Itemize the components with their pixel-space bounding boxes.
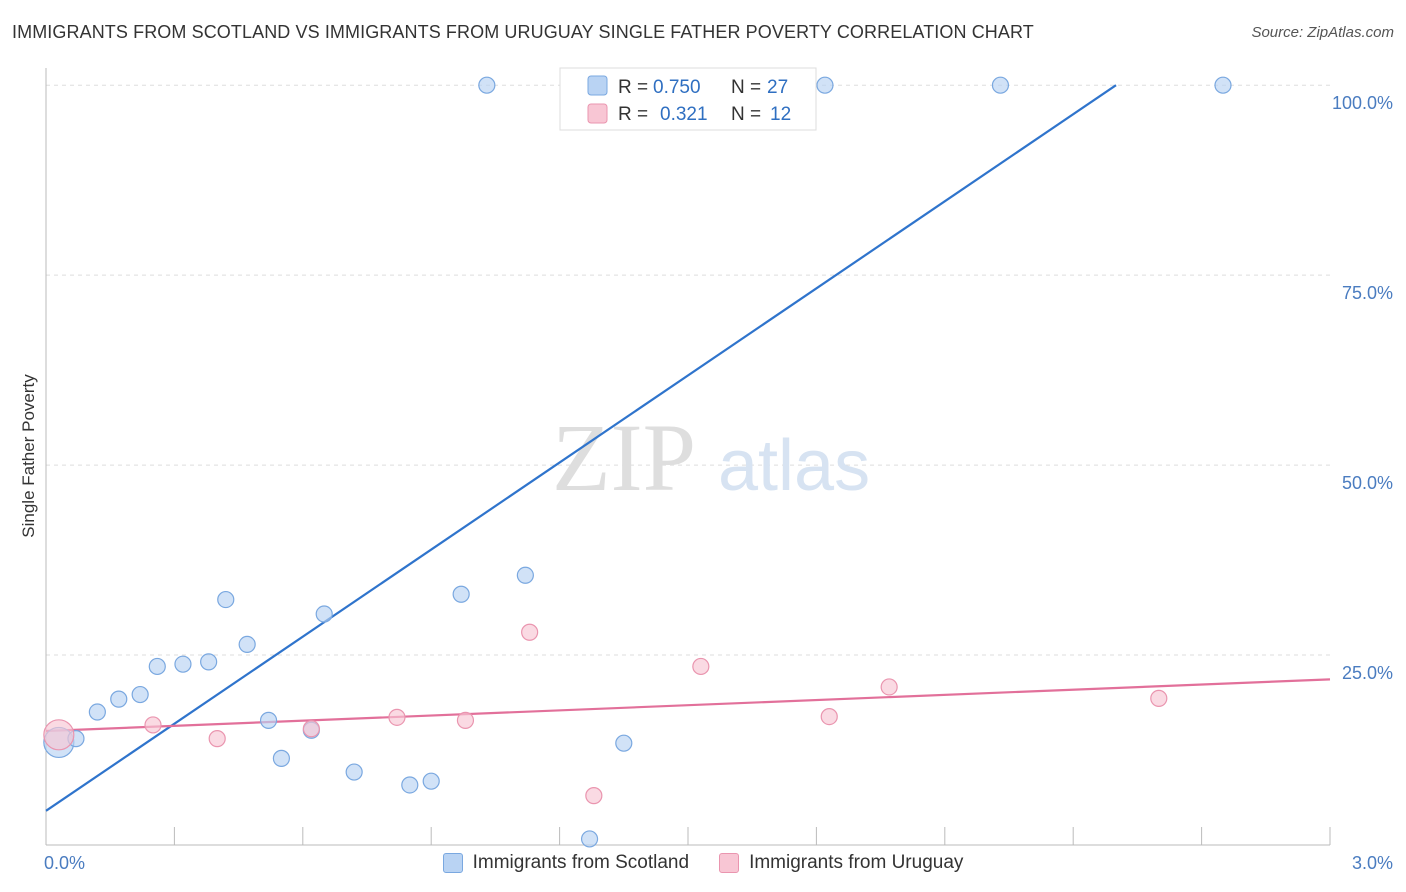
legend-r-value-uruguay: 0.321 — [660, 104, 708, 125]
trend-lines — [45, 84, 1331, 812]
uruguay-point-10 — [880, 678, 898, 696]
y-axis-title: Single Father Poverty — [19, 374, 38, 538]
scotland-point-4 — [131, 685, 149, 704]
legend-n-label-uruguay: N = — [731, 104, 761, 125]
scotland-point-10 — [259, 711, 278, 729]
scotland-point-26 — [1214, 76, 1232, 94]
uruguay-point-5 — [456, 711, 475, 729]
uruguay-point-3 — [302, 720, 320, 738]
watermark-atlas: atlas — [718, 426, 870, 506]
scotland-point-20 — [580, 830, 599, 848]
scotland-point-24 — [816, 76, 834, 94]
uruguay-point-1 — [144, 716, 162, 734]
scotland-point-14 — [345, 763, 363, 781]
scotland-point-15 — [401, 776, 419, 794]
uruguay-point-7 — [585, 787, 603, 805]
uruguay-point-6 — [521, 623, 539, 641]
uruguay-point-0 — [43, 719, 75, 751]
scotland-point-19 — [516, 566, 534, 584]
y-tick-label-1: 50.0% — [1342, 473, 1393, 493]
scotland-point-21 — [615, 734, 633, 752]
scotland-point-11 — [272, 749, 290, 767]
legend-swatch-scotland — [587, 75, 608, 96]
stats-legend: R = 0.750 N = 27 R = 0.321 N = 12 — [559, 67, 817, 131]
scotland-point-13 — [315, 605, 333, 623]
source-credit: Source: ZipAtlas.com — [1251, 24, 1394, 41]
uruguay-trend-line — [45, 678, 1331, 733]
scotland-point-17 — [452, 585, 470, 603]
data-points — [43, 76, 1232, 848]
legend-n-label-scotland: N = — [731, 77, 761, 98]
legend-item-uruguay: Immigrants from Uruguay — [719, 852, 963, 874]
legend-r-label-uruguay: R = — [618, 104, 648, 125]
x-tick-label-1: 3.0% — [1352, 853, 1393, 873]
uruguay-point-8 — [692, 657, 710, 676]
swatch-scotland — [442, 853, 463, 873]
chart-title: IMMIGRANTS FROM SCOTLAND VS IMMIGRANTS F… — [12, 22, 1034, 42]
uruguay-point-2 — [208, 730, 226, 748]
scotland-point-5 — [148, 657, 166, 676]
scotland-point-25 — [991, 76, 1010, 94]
watermark-zip: ZIP — [552, 404, 696, 511]
scotland-point-16 — [422, 772, 440, 790]
legend-r-value-scotland: 0.750 — [653, 77, 701, 98]
y-tick-label-2: 75.0% — [1342, 283, 1393, 303]
legend-n-value-scotland: 27 — [767, 77, 788, 98]
legend-item-scotland: Immigrants from Scotland — [442, 852, 690, 874]
scotland-point-18 — [478, 76, 496, 94]
scotland-point-9 — [238, 635, 256, 654]
grid-lines — [46, 84, 1330, 656]
y-tick-label-3: 100.0% — [1332, 93, 1393, 113]
x-tick-label-0: 0.0% — [44, 853, 85, 873]
legend-label-scotland: Immigrants from Scotland — [472, 852, 690, 873]
scotland-point-6 — [174, 655, 192, 673]
scotland-point-2 — [88, 703, 106, 721]
series-legend: Immigrants from Scotland Immigrants from… — [0, 852, 1406, 874]
swatch-uruguay — [719, 853, 740, 873]
axes — [45, 68, 1331, 846]
legend-label-uruguay: Immigrants from Uruguay — [749, 852, 964, 873]
legend-r-label-scotland: R = — [618, 77, 648, 98]
scotland-point-3 — [110, 690, 128, 708]
uruguay-point-4 — [388, 708, 406, 726]
uruguay-point-11 — [1150, 689, 1168, 707]
uruguay-point-9 — [820, 707, 838, 726]
legend-swatch-uruguay — [587, 103, 608, 124]
legend-n-value-uruguay: 12 — [770, 104, 791, 125]
watermark: ZIP atlas — [552, 404, 870, 511]
y-tick-label-0: 25.0% — [1342, 663, 1393, 683]
scotland-point-7 — [200, 653, 218, 671]
scotland-point-8 — [217, 590, 235, 609]
tick-labels: 25.0% 50.0% 75.0% 100.0% 0.0% 3.0% — [44, 93, 1393, 873]
scotland-trend-line — [45, 84, 1117, 812]
